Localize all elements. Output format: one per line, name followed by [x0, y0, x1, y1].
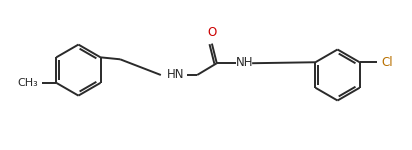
- Text: CH₃: CH₃: [17, 78, 37, 88]
- Text: Cl: Cl: [381, 56, 393, 69]
- Text: HN: HN: [167, 68, 184, 81]
- Text: NH: NH: [236, 56, 253, 69]
- Text: O: O: [207, 26, 217, 39]
